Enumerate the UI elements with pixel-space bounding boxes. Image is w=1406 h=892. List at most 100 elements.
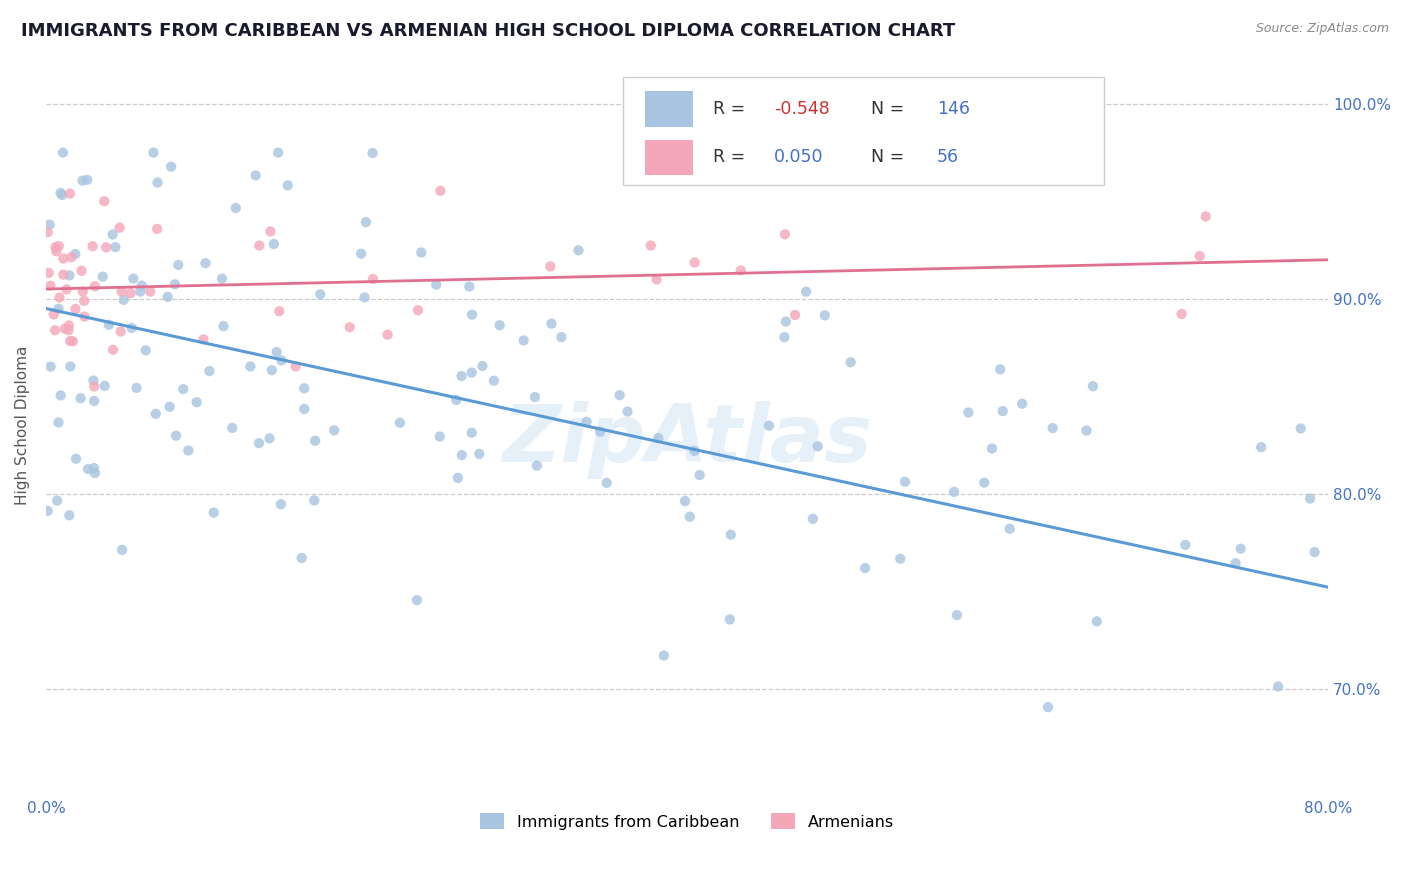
- Point: [101, 227, 124, 242]
- Point: [1174, 538, 1197, 552]
- Point: [354, 215, 377, 229]
- Point: [159, 400, 181, 414]
- Point: [58, 323, 80, 337]
- Point: [72, 174, 94, 188]
- Point: [45, 244, 67, 259]
- Point: [596, 475, 619, 490]
- Point: [775, 315, 797, 329]
- Point: [121, 321, 143, 335]
- Point: [267, 145, 290, 160]
- Point: [284, 359, 307, 374]
- Point: [93, 194, 115, 209]
- Point: [1170, 307, 1192, 321]
- Point: [65, 301, 87, 316]
- Point: [84, 466, 107, 480]
- Point: [167, 258, 190, 272]
- Point: [411, 245, 433, 260]
- Point: [683, 443, 706, 458]
- Text: 56: 56: [936, 148, 959, 166]
- Point: [270, 497, 292, 511]
- Text: IMMIGRANTS FROM CARIBBEAN VS ARMENIAN HIGH SCHOOL DIPLOMA CORRELATION CHART: IMMIGRANTS FROM CARIBBEAN VS ARMENIAN HI…: [21, 22, 955, 40]
- Point: [69, 391, 91, 405]
- Point: [160, 160, 183, 174]
- Text: 146: 146: [936, 100, 970, 119]
- Point: [461, 308, 484, 322]
- Point: [1267, 680, 1289, 694]
- Point: [1229, 541, 1251, 556]
- FancyBboxPatch shape: [623, 78, 1104, 185]
- Point: [48, 301, 70, 316]
- Point: [540, 317, 562, 331]
- Point: [84, 279, 107, 293]
- Point: [270, 353, 292, 368]
- Point: [526, 458, 548, 473]
- Point: [673, 494, 696, 508]
- Point: [44, 240, 66, 254]
- Text: ZipAtlas: ZipAtlas: [502, 401, 872, 479]
- Point: [1289, 421, 1312, 435]
- Point: [512, 334, 534, 348]
- Point: [59, 359, 82, 374]
- Point: [388, 416, 411, 430]
- Point: [202, 506, 225, 520]
- Point: [652, 648, 675, 663]
- Point: [163, 277, 186, 292]
- Text: N =: N =: [860, 148, 910, 166]
- Point: [1303, 545, 1326, 559]
- Point: [172, 382, 194, 396]
- Point: [37, 225, 59, 239]
- Point: [461, 425, 484, 440]
- Point: [59, 186, 82, 201]
- Point: [450, 369, 472, 384]
- Point: [814, 309, 837, 323]
- Text: R =: R =: [713, 100, 751, 119]
- Point: [108, 220, 131, 235]
- Point: [42, 307, 65, 321]
- Point: [72, 285, 94, 299]
- Point: [488, 318, 510, 333]
- Point: [186, 395, 208, 409]
- Point: [1250, 440, 1272, 454]
- Point: [981, 442, 1004, 456]
- Point: [94, 240, 117, 254]
- Point: [70, 264, 93, 278]
- Point: [101, 343, 124, 357]
- Point: [482, 374, 505, 388]
- Point: [104, 240, 127, 254]
- Point: [83, 379, 105, 393]
- Point: [425, 277, 447, 292]
- Point: [37, 504, 59, 518]
- FancyBboxPatch shape: [645, 91, 693, 127]
- Point: [1042, 421, 1064, 435]
- Point: [77, 462, 100, 476]
- Point: [82, 239, 104, 253]
- Legend: Immigrants from Caribbean, Armenians: Immigrants from Caribbean, Armenians: [474, 806, 900, 836]
- Point: [277, 178, 299, 193]
- Point: [783, 308, 806, 322]
- Point: [39, 278, 62, 293]
- Point: [49, 388, 72, 402]
- Point: [58, 508, 80, 523]
- Point: [198, 364, 221, 378]
- Point: [720, 527, 742, 541]
- Point: [193, 333, 215, 347]
- Point: [538, 260, 561, 274]
- Point: [718, 612, 741, 626]
- Point: [773, 330, 796, 344]
- Point: [1299, 491, 1322, 506]
- Point: [51, 188, 73, 202]
- Point: [523, 390, 546, 404]
- Text: 0.050: 0.050: [775, 148, 824, 166]
- Point: [429, 429, 451, 443]
- Point: [120, 286, 142, 301]
- Point: [807, 439, 830, 453]
- Point: [38, 218, 60, 232]
- Point: [266, 345, 288, 359]
- Point: [773, 227, 796, 242]
- Point: [292, 401, 315, 416]
- Point: [65, 451, 87, 466]
- Point: [177, 443, 200, 458]
- Point: [247, 436, 270, 450]
- Point: [194, 256, 217, 270]
- Point: [1225, 556, 1247, 570]
